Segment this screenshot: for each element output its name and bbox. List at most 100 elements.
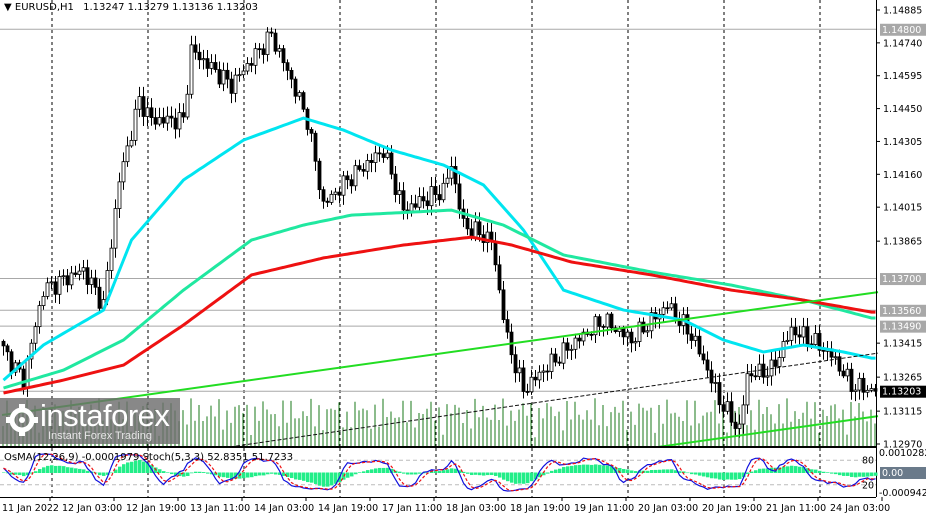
osma-bar — [806, 468, 810, 473]
candle-body — [661, 307, 666, 315]
osma-bar — [422, 472, 426, 474]
osma-bar — [718, 472, 722, 480]
candle — [221, 62, 226, 92]
osma-bar — [574, 465, 578, 473]
candle — [213, 54, 218, 73]
candle-body — [401, 190, 406, 211]
candle-body — [69, 272, 74, 286]
triangle-down-icon[interactable]: ▼ — [4, 2, 12, 13]
osma-bar — [754, 470, 758, 473]
ma-line-slow — [3, 235, 876, 395]
candle — [857, 372, 862, 400]
candle-body — [181, 112, 186, 118]
trendline-lower — [657, 415, 879, 448]
candle-body — [725, 401, 730, 412]
candle — [845, 362, 850, 382]
candle-body — [573, 337, 578, 350]
osma-bar — [406, 472, 410, 475]
osma-bar — [866, 472, 870, 477]
level-label: 1.14800 — [882, 25, 921, 36]
candle-body — [425, 200, 430, 207]
osma-bar — [582, 464, 586, 473]
osma-bar — [618, 467, 622, 473]
osma-bar — [630, 470, 634, 473]
osc-zero-label: 0.00 — [882, 468, 903, 479]
osma-bar — [558, 468, 562, 473]
osma-bar — [30, 472, 34, 474]
candle — [357, 159, 362, 172]
candle-body — [605, 313, 610, 328]
osma-bar — [854, 472, 858, 478]
candle — [341, 171, 346, 205]
osma-bar — [482, 472, 486, 476]
osma-bar — [370, 469, 374, 473]
osma-bar — [834, 472, 838, 475]
candle — [505, 310, 510, 339]
candle-body — [93, 277, 98, 288]
candle — [241, 64, 246, 79]
candle — [233, 68, 238, 103]
candle — [445, 168, 450, 188]
osma-bar — [610, 466, 614, 473]
candle — [229, 71, 234, 104]
osma-bar — [602, 465, 606, 473]
candle — [381, 146, 386, 163]
candle — [633, 337, 638, 351]
candle — [665, 301, 670, 314]
candle — [737, 414, 742, 438]
osma-bar — [34, 471, 38, 473]
osma-bar — [710, 472, 714, 479]
osma-bar — [730, 472, 734, 480]
candle-body — [589, 333, 594, 336]
candle-body — [813, 333, 818, 345]
candle — [281, 44, 286, 72]
candle — [541, 364, 546, 382]
candle — [109, 239, 114, 279]
candle — [165, 106, 170, 131]
level-label-bg — [880, 23, 926, 36]
osma-bar — [766, 468, 770, 473]
candle-body — [765, 375, 770, 378]
candle — [265, 27, 270, 62]
candle — [73, 265, 78, 278]
osma-bar — [690, 472, 694, 475]
osma-bar — [870, 472, 874, 477]
osma-bar — [518, 472, 522, 484]
candle — [361, 163, 366, 177]
level-label: 1.13700 — [882, 274, 921, 285]
candle — [581, 328, 586, 346]
candle — [565, 337, 570, 359]
osma-bar — [798, 466, 802, 473]
candle-body — [293, 78, 298, 97]
osma-bar — [522, 472, 526, 484]
candle — [449, 156, 454, 186]
candle-body — [745, 373, 750, 406]
osma-bar — [570, 465, 574, 473]
candle-body — [337, 191, 342, 196]
osma-bar — [722, 472, 726, 481]
osma-bar — [14, 472, 18, 475]
candle-body — [705, 359, 710, 371]
osma-bar — [302, 472, 306, 481]
candle-body — [257, 48, 262, 51]
candle-body — [685, 314, 690, 335]
osma-bar — [842, 472, 846, 476]
candle-body — [41, 295, 46, 306]
candle-body — [761, 363, 766, 378]
osma-bar — [490, 472, 494, 476]
osma-bar — [838, 472, 842, 476]
candle — [441, 173, 446, 203]
candle-body — [345, 175, 350, 181]
osma-bar — [862, 472, 866, 477]
candle-body — [213, 62, 218, 70]
osma-bar — [26, 472, 30, 476]
time-label: 12 Jan 03:00 — [62, 503, 122, 514]
candle-body — [409, 203, 414, 212]
price-tick-label: 1.14015 — [883, 203, 922, 214]
osma-bar — [430, 471, 434, 473]
candle-body — [861, 377, 866, 393]
level-label-bg — [880, 320, 926, 333]
candle — [325, 197, 330, 207]
osma-bar — [822, 471, 826, 473]
candle — [797, 325, 802, 347]
